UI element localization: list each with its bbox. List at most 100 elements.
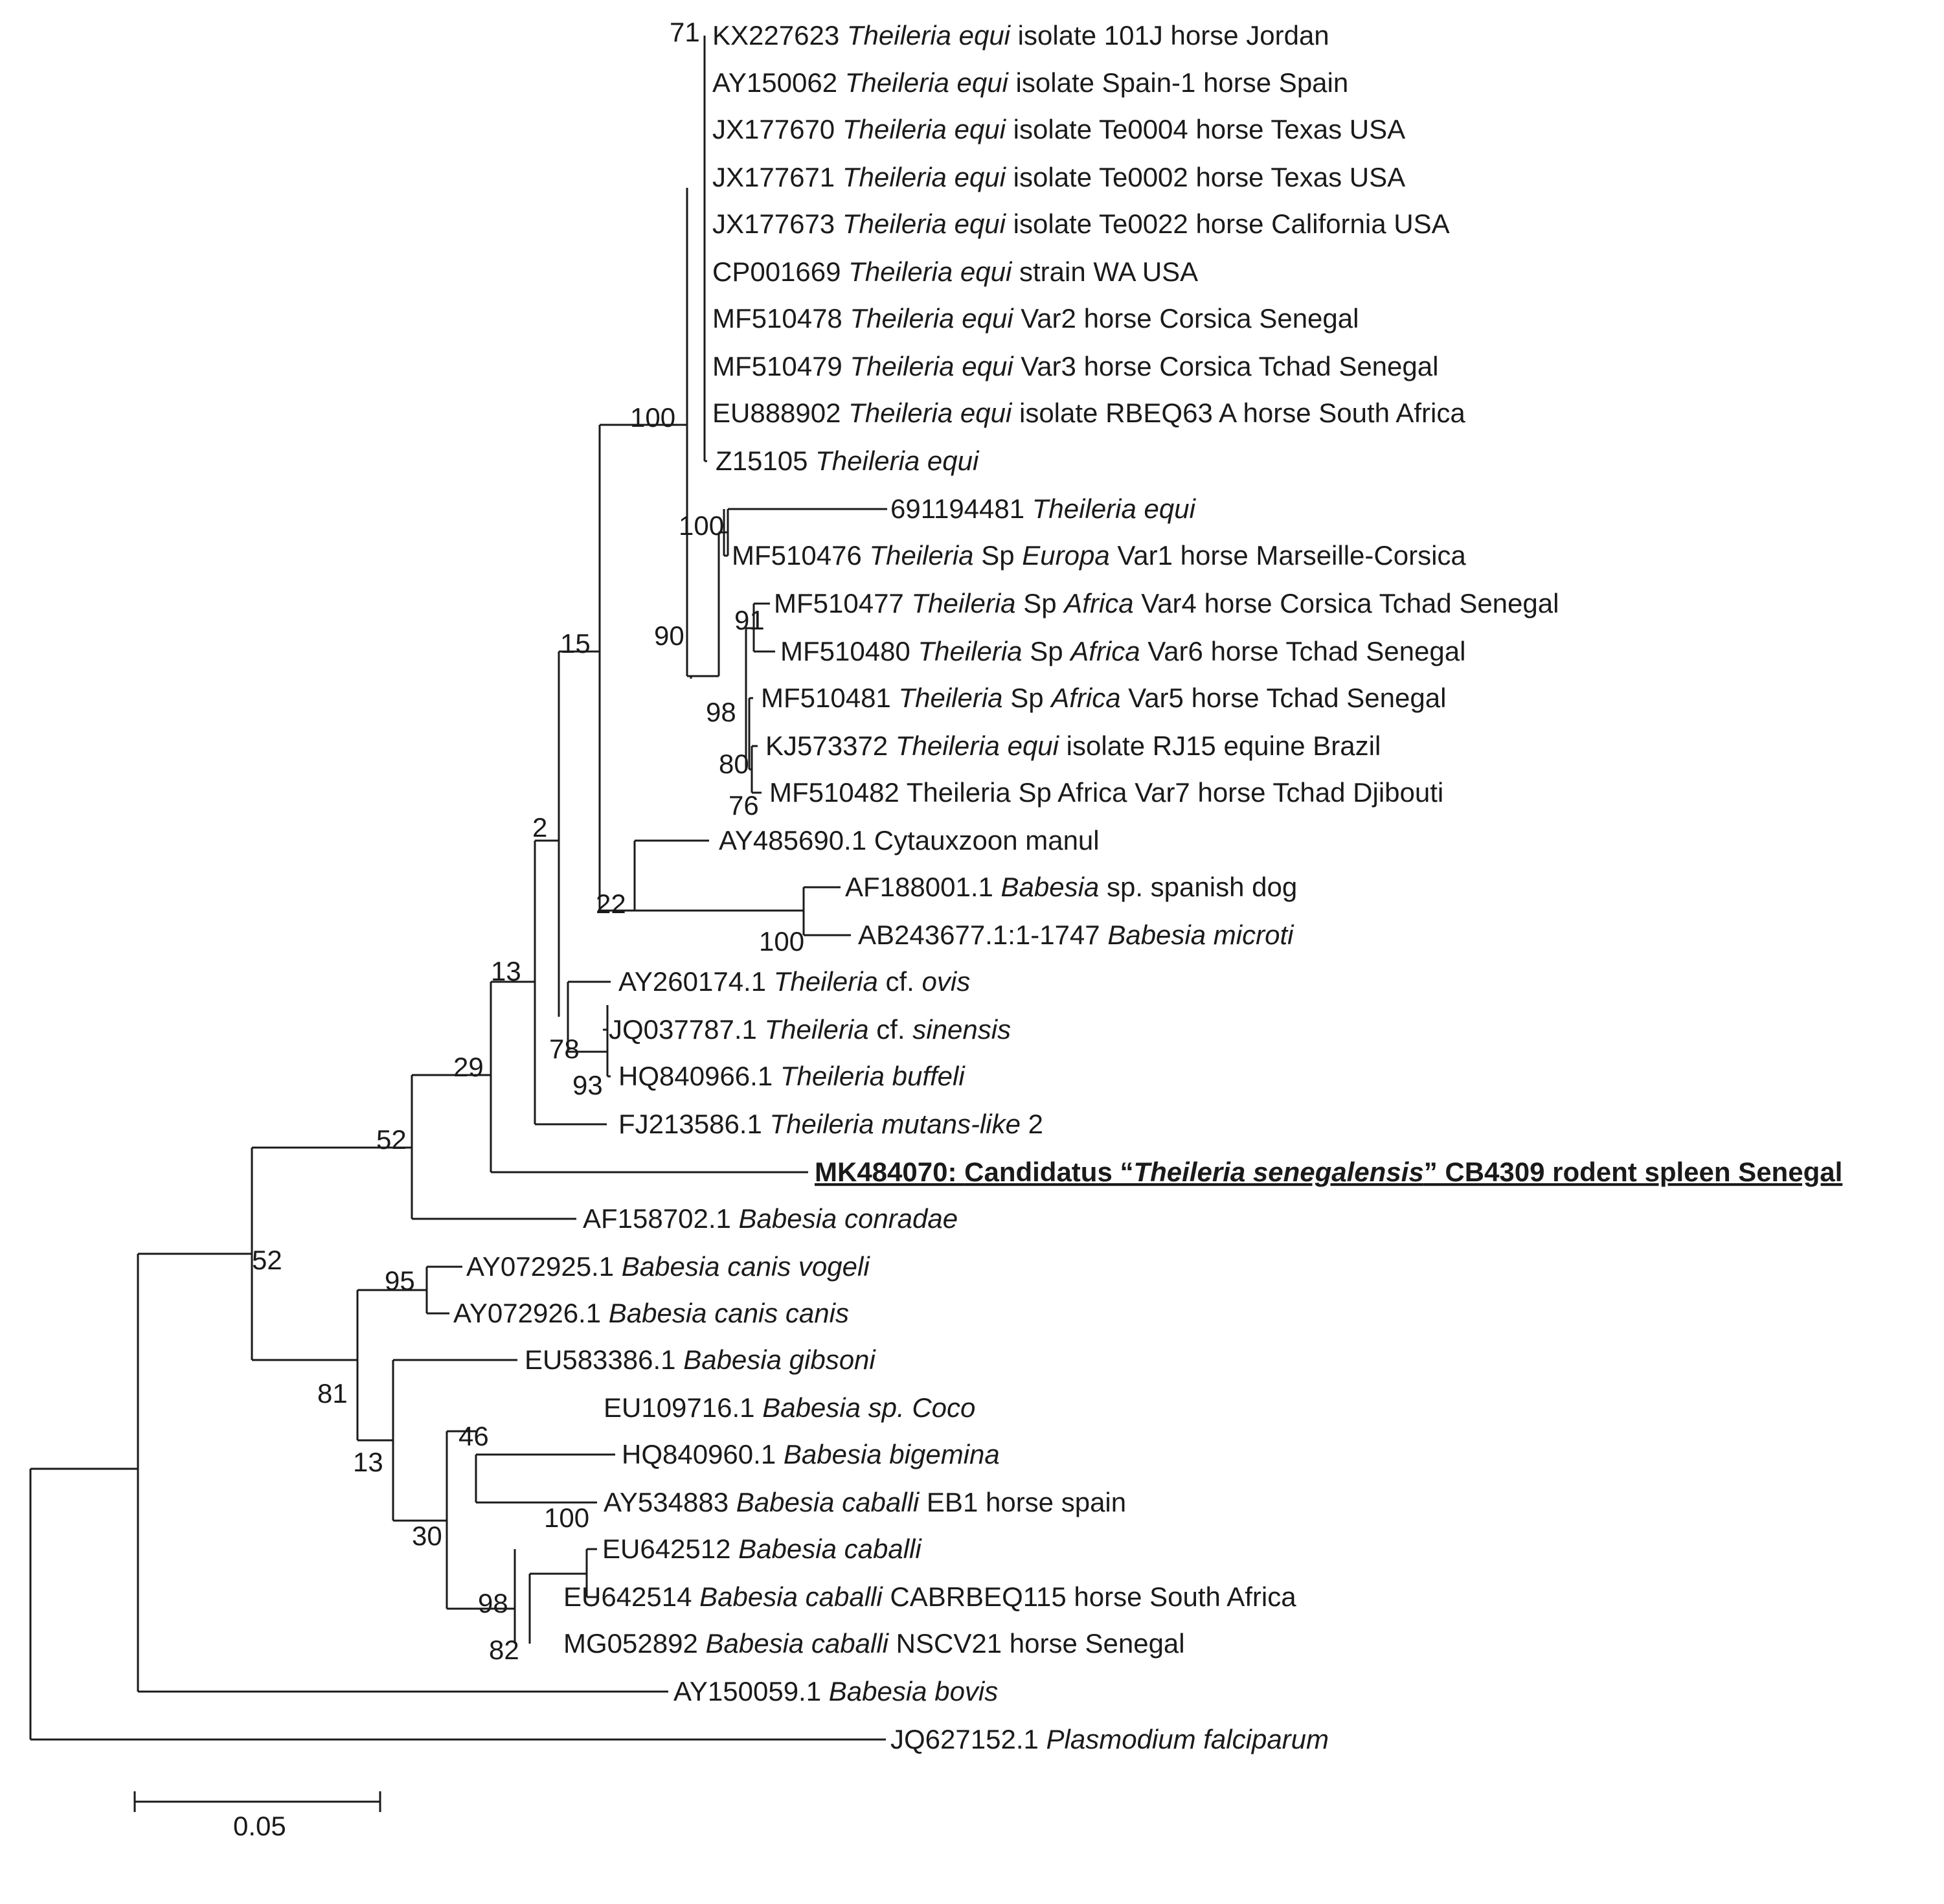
leaf-name-part: isolate Te0002 horse Texas USA [1006, 162, 1405, 192]
leaf-label: HQ840960.1 Babesia bigemina [622, 1439, 1000, 1469]
leaf-name-part: Theileria buffeli [780, 1061, 966, 1091]
leaf-name-part: Babesia sp. Coco [762, 1392, 975, 1423]
bs-100-equi: 100 [630, 402, 675, 433]
leaf-label: JX177670 Theileria equi isolate Te0004 h… [712, 114, 1405, 144]
leaf-name-part: Sp [974, 540, 1023, 571]
leaf-label: AY485690.1 Cytauxzoon manul [719, 825, 1100, 856]
leaf-accession: HQ840960.1 [622, 1439, 784, 1469]
leaf-name-part: Babesia gibsoni [683, 1344, 876, 1375]
branch-8 [748, 697, 753, 769]
leaf-accession: AY150062 [712, 67, 845, 98]
leaf-name-part: isolate Spain-1 horse Spain [1008, 67, 1348, 98]
bs-98-africa: 98 [706, 697, 736, 727]
leaf-accession: MF510478 [712, 303, 850, 334]
bs-52-inner: 52 [376, 1124, 407, 1155]
leaf-name-part: Theileria equi [845, 67, 1010, 98]
leaf-name-part: Sp [1016, 588, 1065, 618]
leaf-name-part: Theileria mutans-like [770, 1109, 1021, 1139]
leaf-label: AY150062 Theileria equi isolate Spain-1 … [712, 67, 1348, 98]
leaf-label: MF510482 Theileria Sp Africa Var7 horse … [769, 777, 1443, 808]
leaf-accession: AY072925.1 [466, 1251, 622, 1282]
leaf-accession: 691194481 [890, 493, 1032, 524]
branch-6 [745, 627, 754, 769]
leaf-name-part: Babesia bovis [829, 1676, 999, 1706]
bs-90: 90 [654, 620, 684, 651]
leaf-name-part: Theileria [918, 636, 1022, 666]
bs-100-caballi: 100 [544, 1502, 589, 1533]
leaf-label: MF510476 Theileria Sp Europa Var1 horse … [732, 540, 1466, 571]
leaf-name-part: Babesia caballi [705, 1628, 889, 1659]
leaf-accession: MF510482 [769, 777, 907, 808]
leaf-label: AF158702.1 Babesia conradae [583, 1203, 958, 1234]
bs-93: 93 [572, 1070, 603, 1100]
leaf-name-part: Sp [1023, 636, 1071, 666]
leaf-label: JX177671 Theileria equi isolate Te0002 h… [712, 162, 1405, 192]
leaf-name-part: Candidatus “ [964, 1157, 1133, 1187]
branch-14 [558, 650, 600, 1017]
leaf-name-part: sp. spanish dog [1099, 872, 1297, 902]
leaf-accession: MF510481 [761, 683, 898, 713]
leaf-name-part: Theileria equi [847, 20, 1012, 51]
bs-95: 95 [385, 1265, 415, 1296]
leaf-accession: EU888902 [712, 398, 848, 428]
scale-bar: 0.05 [133, 1791, 381, 1841]
leaf-label: MF510478 Theileria equi Var2 horse Corsi… [712, 303, 1359, 334]
scale-bar-line [133, 1791, 381, 1812]
leaf-name-part: Var5 horse Tchad Senegal [1121, 683, 1447, 713]
leaf-accession: MF510479 [712, 351, 850, 381]
leaf-name-part: Theileria equi [848, 256, 1013, 287]
leaf-name-part: Theileria equi [850, 303, 1014, 334]
leaf-accession: MF510477 [774, 588, 911, 618]
leaf-accession: EU583386.1 [525, 1344, 683, 1375]
leaf-accession: MG052892 [563, 1628, 705, 1659]
leaf-name-part: Var1 horse Marseille-Corsica [1110, 540, 1467, 571]
leaf-label: JQ037787.1 Theileria cf. sinensis [609, 1014, 1011, 1045]
leaf-name-part: isolate RBEQ63 A horse South Africa [1012, 398, 1465, 428]
leaf-name-part: Theileria equi [896, 731, 1060, 761]
leaf-name-part: isolate RJ15 equine Brazil [1059, 731, 1381, 761]
leaf-accession: AF188001.1 [845, 872, 1001, 902]
leaf-name-part: Cytauxzoon manul [874, 825, 1100, 856]
leaf-name-part: Theileria [869, 540, 973, 571]
branch-17 [567, 980, 611, 1053]
bs-52-outer: 52 [252, 1245, 282, 1275]
branch-11 [633, 839, 804, 912]
leaf-label: MF510477 Theileria Sp Africa Var4 horse … [774, 588, 1559, 618]
leaf-name-part: Babesia canis vogeli [622, 1251, 871, 1282]
leaf-accession: JQ627152.1 [890, 1724, 1046, 1754]
scale-bar-label: 0.05 [233, 1811, 286, 1841]
branch-29 [392, 1359, 517, 1522]
leaf-name-part: Babesia bigemina [784, 1439, 1000, 1469]
leaf-name-part: Var6 horse Tchad Senegal [1140, 636, 1466, 666]
leaf-name-part: Theileria [765, 1014, 869, 1045]
branch-33 [29, 1468, 886, 1741]
leaf-label: EU888902 Theileria equi isolate RBEQ63 A… [712, 398, 1465, 428]
leaf-name-part: Theileria equi [842, 162, 1007, 192]
leaf-accession: AY260174.1 [618, 966, 774, 997]
leaf-name-part: ” CB4309 rodent spleen Senegal [1424, 1157, 1843, 1187]
leaf-label: EU109716.1 Babesia sp. Coco [604, 1392, 975, 1423]
leaf-name-part: Theileria equi [1032, 493, 1197, 524]
leaf-accession: AY485690.1 [719, 825, 874, 856]
branch-7 [749, 745, 762, 794]
tree-branches [29, 36, 887, 1741]
leaf-name-part: isolate Te0022 horse California USA [1006, 209, 1450, 239]
leaf-label: EU642512 Babesia caballi [602, 1534, 922, 1564]
branch-0 [703, 36, 707, 462]
leaf-name-part: Theileria [898, 683, 1002, 713]
leaf-name-part: Var2 horse Corsica Senegal [1013, 303, 1359, 334]
leaf-name-part: Babesia caballi [738, 1534, 922, 1564]
leaf-name-part: cf. [869, 1014, 913, 1045]
leaf-name-part: Plasmodium falciparum [1046, 1724, 1329, 1754]
leaf-name-part: Babesia conradae [739, 1203, 958, 1234]
branch-30 [356, 1289, 427, 1442]
leaf-label: MF510479 Theileria equi Var3 horse Corsi… [712, 351, 1438, 381]
leaf-name-part: Var3 horse Corsica Tchad Senegal [1013, 351, 1439, 381]
leaf-name-part: cf. [878, 966, 922, 997]
leaf-name-part: Africa [1062, 588, 1133, 618]
leaf-accession: AY534883 [604, 1487, 736, 1517]
leaf-accession: Z15105 [716, 446, 815, 476]
leaf-accession: KX227623 [712, 20, 847, 51]
bs-82: 82 [489, 1635, 519, 1665]
